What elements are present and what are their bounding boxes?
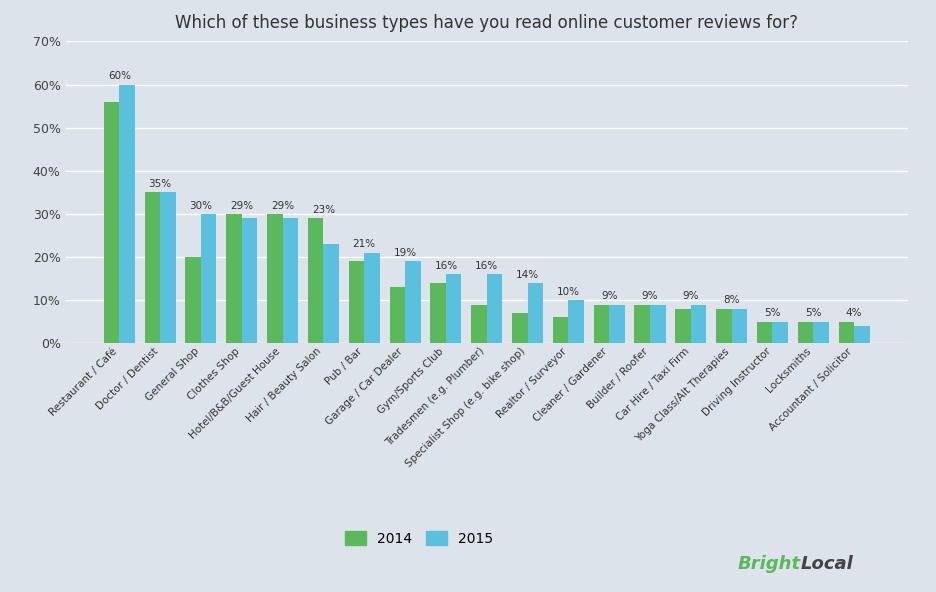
- Bar: [104, 102, 119, 343]
- Bar: [528, 283, 543, 343]
- Bar: [364, 253, 380, 343]
- Text: 16%: 16%: [434, 261, 458, 271]
- Text: 4%: 4%: [846, 308, 862, 318]
- Bar: [813, 322, 828, 343]
- Text: 23%: 23%: [312, 205, 335, 215]
- Bar: [471, 304, 487, 343]
- Bar: [324, 244, 339, 343]
- Text: 9%: 9%: [601, 291, 618, 301]
- Text: 10%: 10%: [557, 287, 580, 297]
- Text: Local: Local: [800, 555, 853, 573]
- Bar: [797, 322, 813, 343]
- Bar: [308, 218, 324, 343]
- Text: 21%: 21%: [353, 239, 376, 249]
- Text: 29%: 29%: [230, 201, 254, 211]
- Bar: [201, 214, 216, 343]
- Bar: [855, 326, 870, 343]
- Text: 16%: 16%: [475, 261, 498, 271]
- Title: Which of these business types have you read online customer reviews for?: Which of these business types have you r…: [175, 14, 798, 31]
- Text: 29%: 29%: [271, 201, 294, 211]
- Text: 60%: 60%: [108, 71, 131, 81]
- Bar: [609, 304, 624, 343]
- Bar: [732, 309, 747, 343]
- Bar: [839, 322, 855, 343]
- Bar: [389, 287, 405, 343]
- Bar: [145, 192, 160, 343]
- Text: 30%: 30%: [189, 201, 212, 211]
- Bar: [568, 300, 584, 343]
- Legend: 2014, 2015: 2014, 2015: [340, 526, 499, 551]
- Bar: [593, 304, 609, 343]
- Bar: [431, 283, 446, 343]
- Bar: [772, 322, 788, 343]
- Text: 35%: 35%: [149, 179, 171, 189]
- Bar: [691, 304, 707, 343]
- Text: 9%: 9%: [642, 291, 658, 301]
- Bar: [405, 262, 420, 343]
- Bar: [119, 85, 135, 343]
- Bar: [349, 262, 364, 343]
- Text: 5%: 5%: [805, 308, 822, 318]
- Text: 8%: 8%: [724, 295, 739, 305]
- Bar: [757, 322, 772, 343]
- Bar: [160, 192, 176, 343]
- Text: Bright: Bright: [738, 555, 800, 573]
- Bar: [446, 274, 461, 343]
- Bar: [241, 218, 257, 343]
- Bar: [716, 309, 732, 343]
- Text: 19%: 19%: [393, 248, 417, 258]
- Bar: [650, 304, 665, 343]
- Text: 5%: 5%: [764, 308, 781, 318]
- Bar: [512, 313, 528, 343]
- Text: 14%: 14%: [516, 269, 539, 279]
- Bar: [227, 214, 241, 343]
- Bar: [267, 214, 283, 343]
- Bar: [635, 304, 650, 343]
- Bar: [675, 309, 691, 343]
- Bar: [283, 218, 299, 343]
- Bar: [553, 317, 568, 343]
- Bar: [185, 257, 201, 343]
- Text: 9%: 9%: [682, 291, 699, 301]
- Bar: [487, 274, 503, 343]
